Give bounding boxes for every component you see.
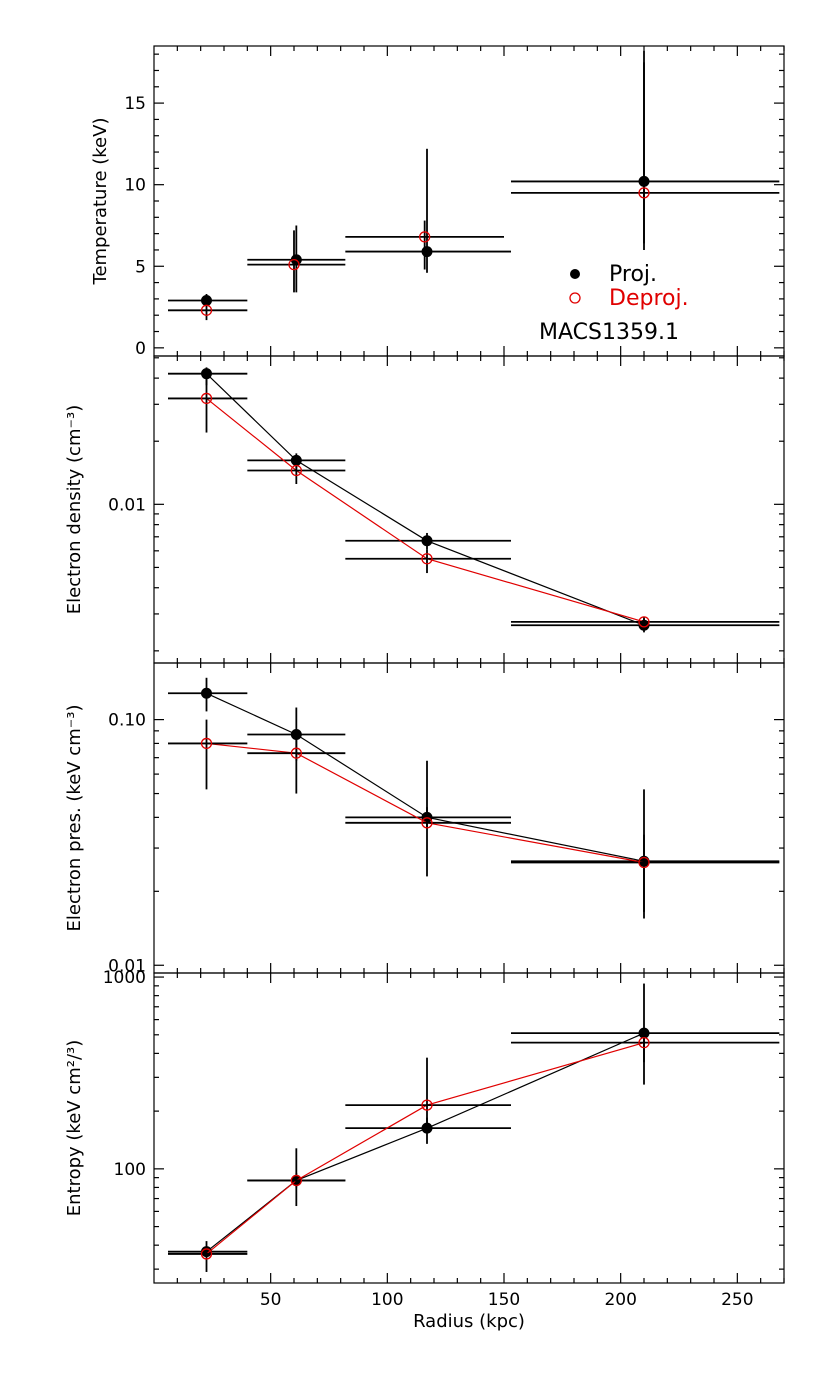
data-point: [288, 258, 300, 271]
y-tick-label: 100: [114, 1160, 146, 1180]
series-line: [206, 692, 645, 862]
y-tick-label: 10: [124, 176, 146, 196]
legend-label: Proj.: [609, 262, 657, 287]
y-tick-label: 0.10: [108, 711, 146, 731]
x-tick-label: 50: [260, 1290, 282, 1310]
y-tick-label: 0.01: [108, 495, 146, 515]
data-point: [200, 1248, 213, 1260]
y-tick-label: 5: [135, 257, 146, 277]
panel-1: 0 5 10 15 Temperature (keV) Proj.Deproj. MACS1…: [90, 45, 785, 359]
series-proj: [168, 367, 780, 633]
panel-4: 100 1000 Entropy (keV cm²/³) 50 100 150 200 250…: [64, 968, 785, 1332]
data-point: [200, 392, 213, 405]
panel-3: 0.01 0.10 Electron pres. (keV cm⁻³): [64, 662, 785, 976]
legend-label: Deproj.: [609, 286, 689, 311]
data-point: [421, 1099, 433, 1111]
data-point: [421, 246, 433, 258]
data-point: [290, 464, 302, 477]
panel-frame: [153, 45, 785, 357]
y-axis-label: Electron pres. (keV cm⁻³): [64, 705, 85, 932]
series-line: [206, 1032, 645, 1253]
series-line: [206, 373, 645, 626]
x-tick-label: 150: [488, 1290, 520, 1310]
series-deproj: [168, 378, 780, 628]
data-point: [200, 737, 213, 750]
series-proj: [168, 50, 780, 307]
data-point: [638, 856, 650, 869]
series-deproj: [168, 1029, 780, 1272]
chart-annotation: MACS1359.1: [539, 320, 679, 345]
legend-marker: [569, 292, 581, 304]
panel-frame: [153, 972, 785, 1284]
x-tick-label: 200: [604, 1290, 636, 1310]
panel-2: 0.01 Electron density (cm⁻³): [64, 355, 785, 664]
data-point: [421, 535, 433, 547]
legend-marker: [570, 269, 580, 279]
series-proj: [168, 677, 780, 919]
y-tick-label: 1000: [103, 968, 146, 988]
series-line: [206, 742, 645, 864]
data-point: [421, 553, 433, 565]
x-tick-label: 250: [721, 1290, 753, 1310]
series-line: [206, 397, 645, 623]
data-point: [638, 616, 650, 628]
data-point: [201, 368, 212, 380]
x-axis-label: Radius (kpc): [413, 1311, 525, 1332]
data-point: [421, 817, 433, 829]
data-point: [638, 1037, 650, 1049]
series-proj: [168, 983, 780, 1258]
y-tick-label: 15: [124, 94, 146, 114]
data-point: [638, 187, 650, 199]
data-point: [290, 747, 302, 759]
x-tick-label: 100: [371, 1290, 403, 1310]
y-axis-label: Entropy (keV cm²/³): [64, 1040, 85, 1217]
y-tick-label: 0: [135, 339, 146, 359]
series-line: [206, 1042, 645, 1255]
y-axis-label: Electron density (cm⁻³): [64, 405, 85, 614]
y-tick-label: 0.01: [108, 956, 146, 976]
y-axis-label: Temperature (keV): [90, 118, 111, 286]
data-point: [200, 304, 213, 316]
series-deproj: [168, 62, 780, 321]
series-deproj: [168, 719, 780, 912]
data-point: [290, 1174, 302, 1187]
data-point: [419, 231, 431, 243]
data-point: [201, 687, 212, 699]
panel-frame: [153, 355, 785, 664]
